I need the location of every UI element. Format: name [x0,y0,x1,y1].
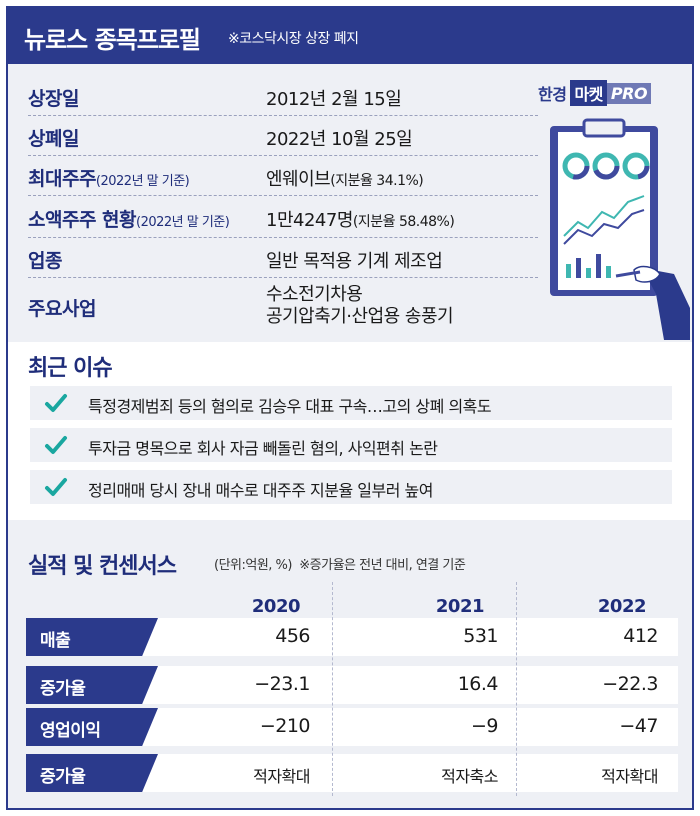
check-icon [45,394,67,412]
industry-value: 일반 목적용 기계 제조업 [266,251,443,272]
year-header: 2022 [597,596,647,617]
row-label: 매출 [26,618,158,656]
column-divider [332,582,333,796]
table-row: 증가율 적자확대 적자축소 적자확대 [26,754,678,792]
row-label: 증가율 [26,666,158,704]
table-row: 증가율 −23.1 16.4 −22.3 [26,666,678,704]
issue-item-1: 특정경제범죄 등의 혐의로 김승우 대표 구속…고의 상폐 의혹도 [30,386,672,420]
page-title: 뉴로스 종목프로필 [24,26,201,54]
listing-value: 2012년 2월 15일 [266,89,402,110]
profile-row-major: 최대주주(2022년 말 기준) 엔웨이브(지분율 34.1%) [28,156,538,196]
issue-item-2: 투자금 명목으로 회사 자금 빼돌린 혐의, 사익편취 논란 [30,428,672,462]
issues-title: 최근 이슈 [28,356,113,381]
table-cell: −47 [619,715,658,737]
table-cell: 412 [623,625,658,647]
issues-section: 최근 이슈 특정경제범죄 등의 혐의로 김승우 대표 구속…고의 상폐 의혹도 … [8,342,692,520]
minor-holder-label: 소액주주 현황(2022년 말 기준) [28,209,230,231]
table-cell: −23.1 [254,673,310,695]
profile-row-delisting: 상폐일 2022년 10월 25일 [28,116,538,156]
table-row: 영업이익 −210 −9 −47 [26,708,678,746]
minor-holder-value: 1만4247명(지분율 58.48%) [266,210,455,231]
profile-section: 상장일 2012년 2월 15일 상폐일 2022년 10월 25일 최대주주(… [8,64,692,342]
table-cell: 적자확대 [601,767,658,786]
profile-row-listing: 상장일 2012년 2월 15일 [28,76,538,116]
header-bar: 뉴로스 종목프로필 ※코스닥시장 상장 폐지 [6,6,694,64]
major-holder-value: 엔웨이브(지분율 34.1%) [266,169,424,190]
row-label: 증가율 [26,754,158,792]
profile-row-business: 주요사업 수소전기차용 공기압축기·산업용 송풍기 [28,278,538,336]
table-row: 매출 456 531 412 [26,618,678,656]
issue-item-3: 정리매매 당시 장내 매수로 대주주 지분율 일부러 높여 [30,470,672,504]
table-cell: −210 [259,715,311,737]
column-divider [516,582,517,796]
issue-text: 특정경제범죄 등의 혐의로 김승우 대표 구속…고의 상폐 의혹도 [88,397,492,416]
brand-logo: 한경 마켓 PRO [538,80,652,106]
profile-row-minor: 소액주주 현황(2022년 말 기준) 1만4247명(지분율 58.48%) [28,196,538,238]
performance-unit: (단위:억원, %) ※증가율은 전년 대비, 연결 기준 [214,558,466,573]
profile-row-industry: 업종 일반 목적용 기계 제조업 [28,238,538,278]
check-icon [45,436,67,454]
delisting-label: 상폐일 [28,128,79,150]
table-cell: −9 [470,715,499,737]
performance-section: 실적 및 컨센서스 (단위:억원, %) ※증가율은 전년 대비, 연결 기준 … [8,520,692,808]
table-cell: −22.3 [602,673,658,695]
year-header: 2020 [251,596,301,617]
page-subtitle: ※코스닥시장 상장 폐지 [228,31,359,47]
major-holder-label: 최대주주(2022년 말 기준) [28,168,190,190]
listing-label: 상장일 [28,88,79,110]
table-cell: 456 [275,625,310,647]
issue-text: 정리매매 당시 장내 매수로 대주주 지분율 일부러 높여 [88,481,433,500]
business-label: 주요사업 [28,298,96,320]
table-cell: 16.4 [457,673,499,695]
table-cell: 적자축소 [441,767,498,786]
performance-title: 실적 및 컨센서스 [28,554,177,579]
check-icon [45,478,67,496]
clipboard-chart-icon [550,118,690,340]
row-label: 영업이익 [26,708,158,746]
issue-text: 투자금 명목으로 회사 자금 빼돌린 혐의, 사익편취 논란 [88,439,438,458]
business-value: 수소전기차용 공기압축기·산업용 송풍기 [266,284,454,327]
year-header: 2021 [435,596,485,617]
table-cell: 531 [463,625,498,647]
delisting-value: 2022년 10월 25일 [266,129,413,150]
table-cell: 적자확대 [253,767,310,786]
industry-label: 업종 [28,250,62,272]
